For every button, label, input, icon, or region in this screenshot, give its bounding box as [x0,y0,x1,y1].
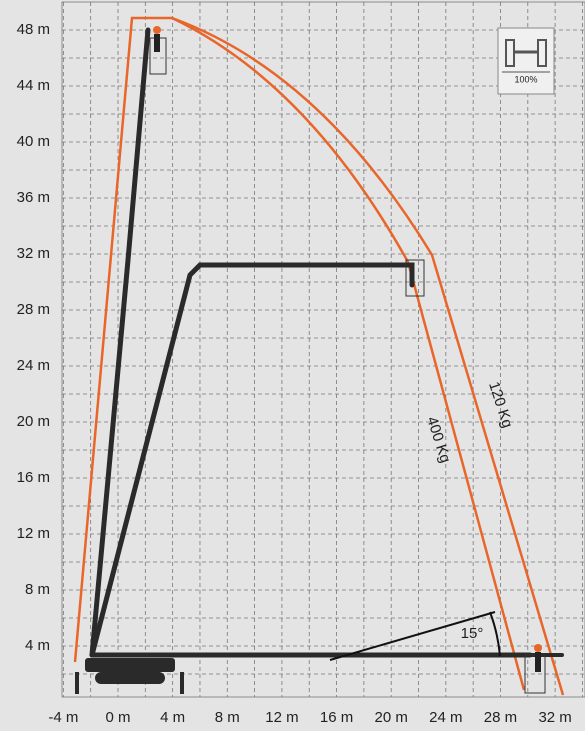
x-tick-label: 16 m [320,709,353,726]
x-tick-label: 8 m [215,709,240,726]
y-tick-label: 16 m [17,469,50,486]
y-tick-label: 4 m [25,637,50,654]
operators [153,26,542,672]
y-tick-label: 44 m [17,77,50,94]
axis-labels: 48 m 44 m 40 m 36 m 32 m 28 m 24 m 20 m 16 m 12 m… [17,21,572,726]
booms [89,27,564,658]
grid-frame [61,1,585,698]
x-tick-label: 32 m [538,709,571,726]
y-tick-label: 40 m [17,133,50,150]
stabilizer-badge: 100% [514,74,537,84]
x-tick-label: 0 m [105,709,130,726]
y-tick-label: 28 m [17,301,50,318]
x-tick-label: 4 m [160,709,185,726]
y-tick-label: 8 m [25,581,50,598]
angle-indicator [329,611,501,661]
y-tick-label: 24 m [17,357,50,374]
envelope-400kg [171,16,526,691]
y-tick-label: 32 m [17,245,50,262]
y-tick-label: 20 m [17,413,50,430]
envelope-120kg [73,16,565,696]
stabilizer-icon [497,27,555,95]
x-tick-label: 24 m [429,709,462,726]
angle-label: 15° [461,625,484,642]
x-tick-label: 12 m [265,709,298,726]
y-tick-label: 48 m [17,21,50,38]
y-tick-label: 36 m [17,189,50,206]
x-tick-label: -4 m [48,709,78,726]
x-tick-label: 20 m [375,709,408,726]
chassis [75,658,184,694]
x-tick-label: 28 m [484,709,517,726]
grid [61,1,585,698]
y-tick-label: 12 m [17,525,50,542]
